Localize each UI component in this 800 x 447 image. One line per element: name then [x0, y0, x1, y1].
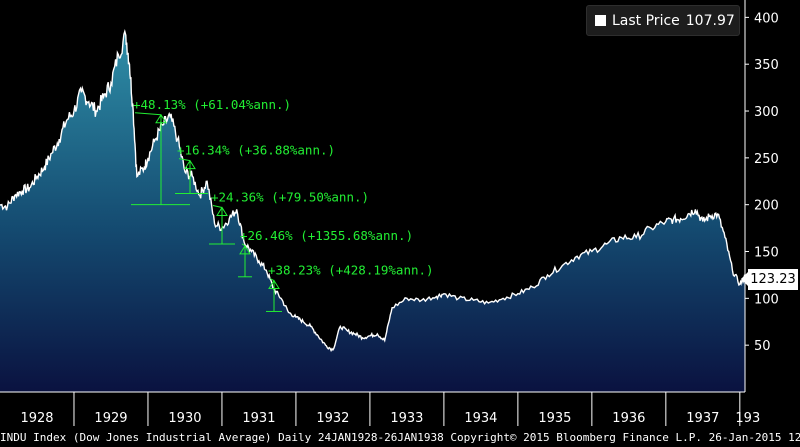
- annotation-label: +48.13% (+61.04%ann.): [133, 97, 291, 112]
- annotation-top: [241, 243, 246, 247]
- legend: Last Price 107.97: [586, 5, 740, 36]
- annotation-marker: [216, 206, 228, 216]
- x-tick-label: 1931: [242, 411, 275, 426]
- annotation-marker: [239, 244, 251, 255]
- y-tick-label: 100: [754, 292, 779, 307]
- legend-value: 107.97: [685, 12, 735, 29]
- x-tick-label: 1932: [316, 411, 349, 426]
- x-tick-label: 193: [735, 411, 760, 426]
- annotation-marker: [268, 279, 280, 290]
- x-tick-label: 1933: [390, 411, 423, 426]
- price-line: [0, 29, 746, 353]
- annotation-top: [269, 278, 275, 281]
- y-tick-label: 400: [754, 11, 779, 26]
- x-tick-label: 1929: [94, 411, 127, 426]
- annotation-top: [134, 112, 162, 116]
- y-tick-label: 350: [754, 58, 779, 73]
- footer-text: INDU Index (Dow Jones Industrial Average…: [0, 431, 800, 444]
- y-tick-label: 200: [754, 199, 779, 214]
- x-tick-label: 1935: [538, 411, 571, 426]
- annotation-label: +24.36% (+79.50%ann.): [211, 189, 369, 204]
- legend-swatch: [595, 15, 606, 26]
- x-tick-label: 1936: [612, 411, 645, 426]
- annotation-label: +16.34% (+36.88%ann.): [177, 143, 335, 158]
- x-tick-label: 1934: [464, 411, 497, 426]
- x-tick-label: 1928: [20, 411, 53, 426]
- y-tick-label: 300: [754, 105, 779, 120]
- x-tick-label: 1930: [168, 411, 201, 426]
- x-tick-label: 1937: [686, 411, 719, 426]
- annotation-label: +38.23% (+428.19%ann.): [268, 263, 434, 278]
- y-tick-label: 150: [754, 246, 779, 261]
- y-tick-label: 250: [754, 152, 779, 167]
- annotation-marker: [184, 159, 196, 170]
- legend-label: Last Price: [612, 12, 680, 29]
- annotation-top: [212, 205, 223, 208]
- y-tick-label: 50: [754, 339, 771, 354]
- annotation-label: +26.46% (+1355.68%ann.): [240, 228, 413, 243]
- last-value-tag: 123.23: [741, 269, 798, 290]
- annotation-marker: [155, 113, 167, 124]
- price-area: [0, 31, 745, 392]
- annotation-top: [178, 158, 191, 162]
